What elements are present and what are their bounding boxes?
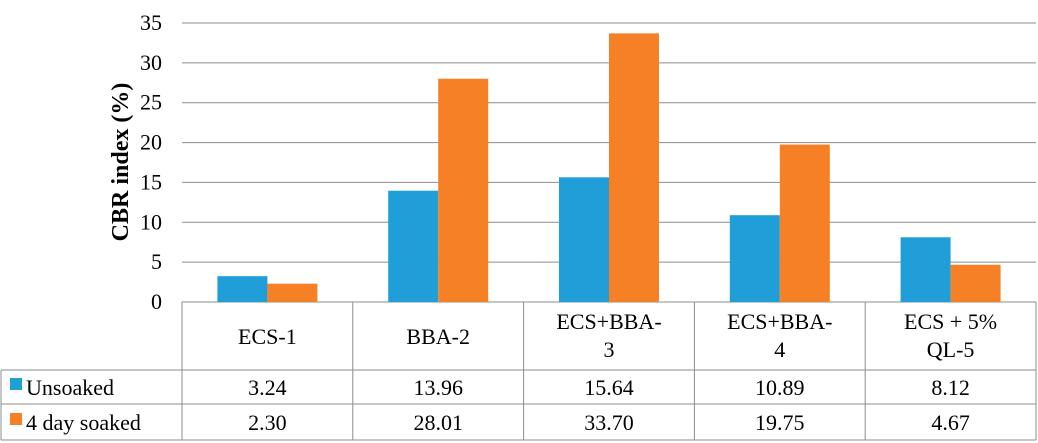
data-cell: 15.64 [584,375,634,400]
data-cell: 8.12 [931,375,970,400]
data-cell: 4.67 [931,410,970,435]
data-table: ECS-1 BBA-2 ECS+BBA- 3 ECS+BBA- 4 ECS + 5% QL-5… [0,302,1037,441]
data-cell: 19.75 [755,410,805,435]
y-tick-label: 20 [140,130,162,155]
y-tick-labels: 0 5 10 15 20 25 30 35 [140,10,162,314]
y-tick-label: 35 [140,10,162,35]
bar-unsoaked [900,237,951,302]
category-label: ECS+BBA- [556,309,661,334]
y-tick-label: 25 [140,90,162,115]
y-axis-label: CBR index (%) [108,83,134,242]
bar-unsoaked [388,190,439,302]
bar-soaked [267,283,318,302]
bar-soaked [950,264,1001,302]
bar-unsoaked [217,276,268,302]
data-cell: 10.89 [755,375,805,400]
legend-label: 4 day soaked [26,410,141,435]
data-cell: 2.30 [248,410,287,435]
category-label: 3 [604,337,615,362]
category-label: ECS-1 [238,324,297,349]
category-label: ECS+BBA- [727,309,832,334]
legend-label: Unsoaked [26,375,114,400]
y-tick-label: 15 [140,169,162,194]
y-tick-label: 0 [151,289,162,314]
bar-unsoaked [729,215,780,302]
category-label: 4 [774,337,785,362]
bar-unsoaked [559,177,609,302]
data-cell: 33.70 [584,410,634,435]
bar-soaked [609,33,659,303]
legend-swatch [10,413,22,425]
y-tick-label: 5 [151,249,162,274]
bar-soaked [438,78,489,303]
category-label: ECS + 5% [904,309,997,334]
y-tick-label: 10 [140,209,162,234]
data-cell: 28.01 [413,410,463,435]
category-label: QL-5 [927,337,975,362]
data-cell: 3.24 [248,375,287,400]
category-label: BBA-2 [406,324,470,349]
bar-soaked [779,144,830,302]
bars [217,33,1001,303]
y-tick-label: 30 [140,50,162,75]
data-cell: 13.96 [413,375,463,400]
legend-swatch [10,378,22,390]
